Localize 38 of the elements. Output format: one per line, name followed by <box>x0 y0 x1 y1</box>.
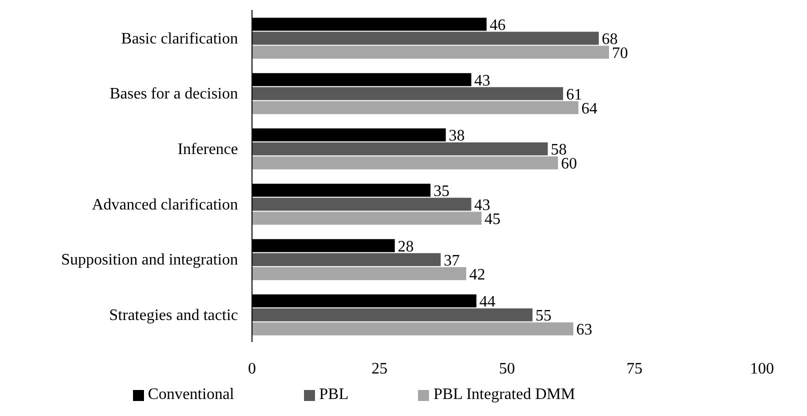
bar <box>252 198 472 211</box>
legend-label: Conventional <box>148 386 234 403</box>
y-tick-label: Strategies and tactic <box>109 307 238 324</box>
bar <box>252 253 441 266</box>
bar <box>252 267 466 280</box>
y-tick-label: Inference <box>178 141 238 158</box>
y-tick-label: Bases for a decision <box>110 86 238 103</box>
bar <box>252 308 532 322</box>
bar <box>252 46 609 59</box>
data-label: 63 <box>576 322 592 339</box>
x-tick-label: 100 <box>750 360 774 378</box>
data-label: 28 <box>398 238 414 256</box>
data-label: 35 <box>434 182 450 200</box>
data-label: 55 <box>536 308 552 325</box>
bar <box>252 322 574 336</box>
data-label: 44 <box>479 294 496 311</box>
data-label: 37 <box>444 252 460 270</box>
data-label: 42 <box>469 266 486 284</box>
data-label: 43 <box>474 72 490 90</box>
bar <box>252 101 578 114</box>
data-label: 38 <box>448 128 465 145</box>
y-tick-label: Supposition and integration <box>61 252 238 269</box>
bar <box>252 156 558 170</box>
x-tick-label: 50 <box>499 360 515 378</box>
data-label: 64 <box>581 100 598 118</box>
bar <box>252 87 564 100</box>
legend-label: PBL <box>319 386 348 403</box>
y-tick-label: Basic clarification <box>121 30 238 48</box>
bar <box>252 142 548 156</box>
x-tick-label: 75 <box>626 360 642 378</box>
x-tick-label: 25 <box>372 360 388 378</box>
bar <box>252 212 482 225</box>
data-label: 46 <box>490 16 506 34</box>
legend-label: PBL Integrated DMM <box>433 386 576 403</box>
y-tick-label: Advanced clarification <box>92 196 238 214</box>
data-label: 61 <box>566 86 582 104</box>
x-tick-label: 0 <box>248 360 256 378</box>
bar <box>252 32 599 45</box>
